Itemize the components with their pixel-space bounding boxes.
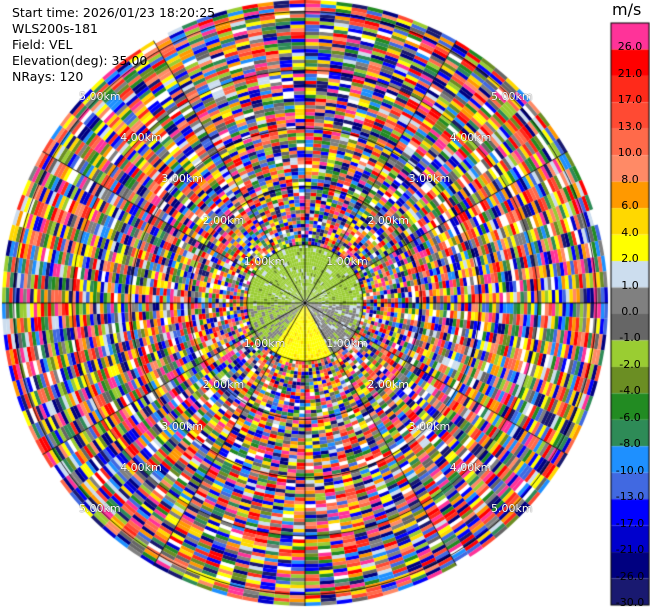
range-ring-label: 1.00km xyxy=(243,337,286,351)
scan-info: Start time: 2026/01/23 18:20:25 WLS200s-… xyxy=(12,5,215,85)
colorbar-tick-label: -10.0 xyxy=(615,463,645,477)
range-ring-label: 3.00km xyxy=(408,172,451,186)
colorbar-tick-label: 21.0 xyxy=(617,66,643,80)
range-ring-label: 1.00km xyxy=(326,337,368,351)
elevation-label: Elevation(deg): 35.00 xyxy=(12,53,148,68)
range-ring-label: 2.00km xyxy=(202,213,245,227)
colorbar-tick-label: -4.0 xyxy=(619,384,641,398)
colorbar-tick-label: 26.0 xyxy=(617,40,643,54)
range-ring-label: 2.00km xyxy=(202,378,245,392)
colorbar-tick-label: 10.0 xyxy=(617,146,643,160)
colorbar-tick-label: -30.0 xyxy=(615,596,645,609)
range-ring-label: 2.00km xyxy=(367,378,409,392)
colorbar-tick-label: -13.0 xyxy=(615,490,645,504)
colorbar-tick-label: -17.0 xyxy=(615,516,645,530)
colorbar-tick-label: 6.0 xyxy=(621,199,639,213)
range-ring-label: 5.00km xyxy=(491,502,533,515)
range-ring-label: 3.00km xyxy=(408,419,451,433)
colorbar-tick-label: 1.0 xyxy=(621,278,639,292)
field-label: Field: VEL xyxy=(12,37,73,52)
range-ring-label: 5.00km xyxy=(491,89,533,103)
colorbar-tick-label: 13.0 xyxy=(617,119,643,133)
range-ring-label: 4.00km xyxy=(449,131,492,145)
range-ring-label: 5.00km xyxy=(78,89,121,103)
range-ring-label: 5.00km xyxy=(78,502,121,515)
range-ring-label: 1.00km xyxy=(326,254,368,268)
colorbar-tick-label: -2.0 xyxy=(619,357,641,371)
colorbar-tick-label: -21.0 xyxy=(615,543,645,557)
range-ring-label: 3.00km xyxy=(161,172,203,186)
range-ring-label: 4.00km xyxy=(449,460,492,474)
colorbar-tick-label: 8.0 xyxy=(621,172,639,186)
colorbar-tick-label: 4.0 xyxy=(621,225,639,239)
colorbar-tick-label: -8.0 xyxy=(619,437,641,451)
range-ring-label: 3.00km xyxy=(161,419,203,433)
nrays-label: NRays: 120 xyxy=(12,69,84,84)
range-ring-label: 2.00km xyxy=(367,213,409,227)
colorbar-tick-label: 17.0 xyxy=(617,93,643,107)
range-ring-label: 1.00km xyxy=(243,254,286,268)
colorbar-tick-label: 0.0 xyxy=(621,305,639,318)
colorbar-tick-label: -26.0 xyxy=(615,569,645,583)
colorbar-tick-label: 2.0 xyxy=(621,252,639,266)
colorbar-unit: m/s xyxy=(612,0,642,19)
range-ring-label: 4.00km xyxy=(120,460,162,474)
start-time-label: Start time: 2026/01/23 18:20:25 xyxy=(12,5,216,20)
range-ring-label: 4.00km xyxy=(120,131,162,145)
instrument-label: WLS200s-181 xyxy=(12,21,98,36)
colorbar-tick-label: -1.0 xyxy=(619,331,641,345)
colorbar-tick-label: -6.0 xyxy=(619,410,641,424)
